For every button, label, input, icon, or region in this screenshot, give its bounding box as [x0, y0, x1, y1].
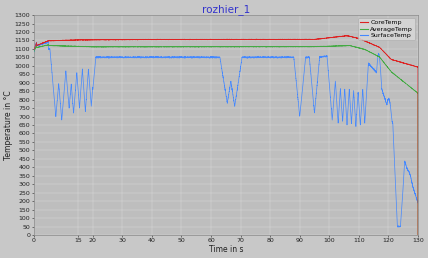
X-axis label: Time in s: Time in s — [208, 245, 243, 254]
Title: rozhier_1: rozhier_1 — [202, 4, 250, 15]
Legend: CoreTemp, AverageTemp, SurfaceTemp: CoreTemp, AverageTemp, SurfaceTemp — [358, 18, 415, 40]
Y-axis label: Temperature in °C: Temperature in °C — [4, 90, 13, 160]
